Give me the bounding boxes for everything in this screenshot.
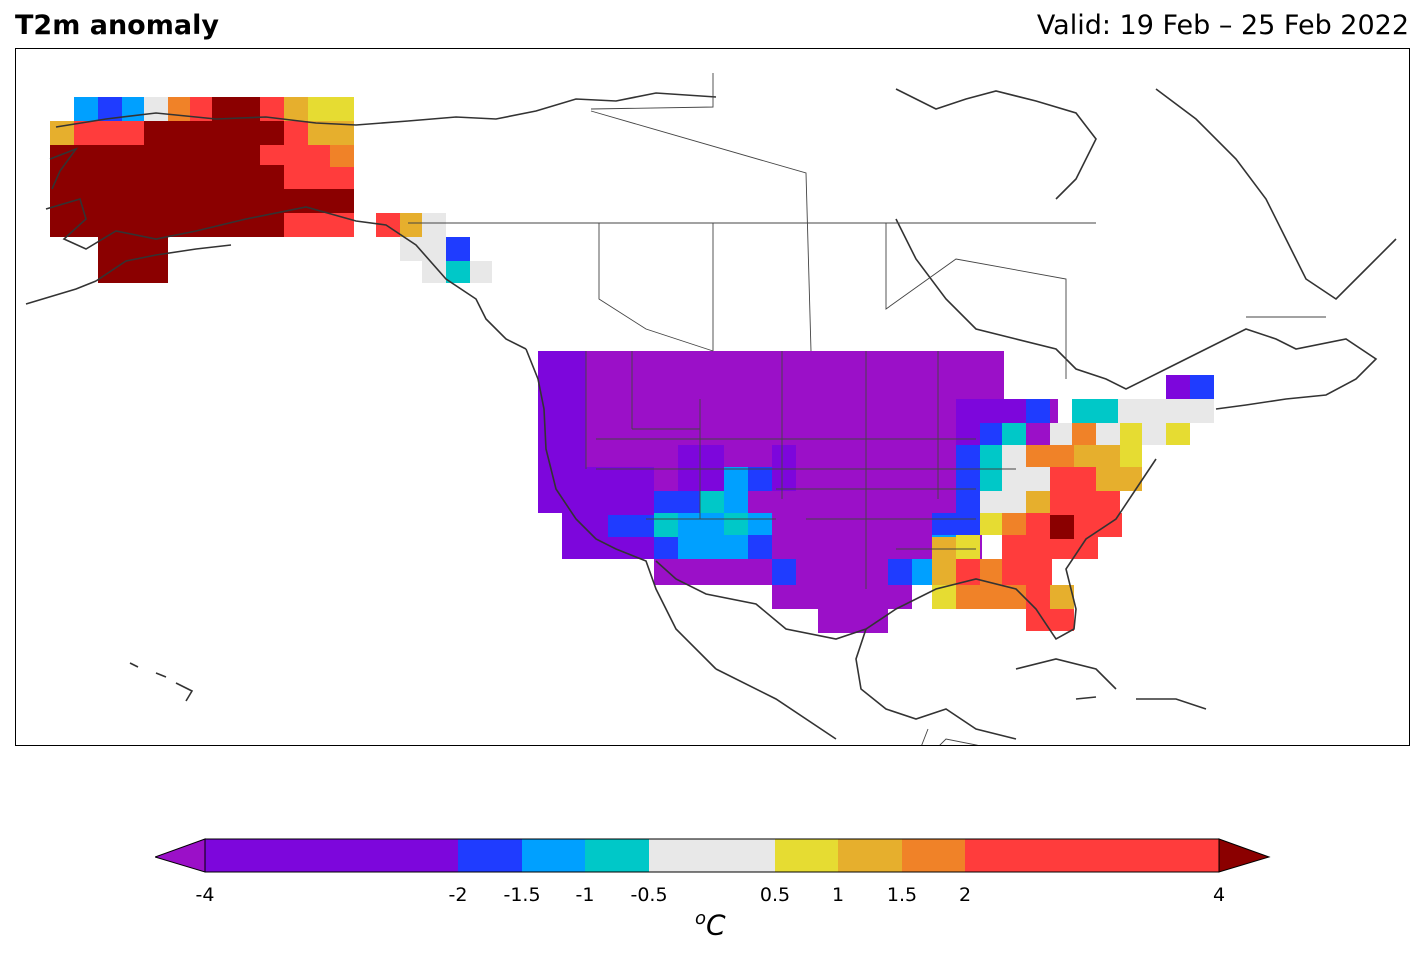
- colorbar-segment-minus2-minus1.5: [458, 839, 522, 872]
- colorbar-segment-1.5-2: [902, 839, 965, 872]
- colorbar-segment-0.5-1: [775, 839, 838, 872]
- unit-letter: C: [706, 908, 726, 942]
- colorbar-tick-label: -1.5: [503, 884, 541, 906]
- colorbar-unit: oC: [695, 908, 726, 941]
- colorbar-tick-label: -1: [575, 884, 595, 906]
- map-title: T2m anomaly: [15, 10, 219, 41]
- colorbar-tick-label: -0.5: [630, 884, 668, 906]
- colorbar-over-arrow: [1218, 838, 1271, 873]
- colorbar-tick-label: 4: [1212, 884, 1226, 906]
- anomaly-cells: [50, 97, 1214, 633]
- political-borders: [408, 73, 1326, 745]
- colorbar-tick-label: 1: [831, 884, 845, 906]
- colorbar-under-arrow: [153, 838, 206, 873]
- colorbar-segment-2-4: [965, 839, 1219, 872]
- colorbar-tick-label: 0.5: [759, 884, 791, 906]
- colorbar-tick-label: 1.5: [886, 884, 918, 906]
- colorbar-segment-1-1.5: [838, 839, 902, 872]
- colorbar-tick-label: 2: [958, 884, 972, 906]
- map-canvas: [25, 73, 1397, 745]
- colorbar-segment-minus1.5-minus1: [522, 839, 585, 872]
- anomaly-map[interactable]: [15, 48, 1410, 746]
- colorbar: [153, 838, 1275, 882]
- coastlines: [25, 88, 1397, 740]
- colorbar-segment-lt-minus2: [205, 839, 458, 872]
- valid-date-range: Valid: 19 Feb – 25 Feb 2022: [1036, 10, 1409, 41]
- colorbar-segment-minus1-minus0.5: [585, 839, 649, 872]
- colorbar-graphic: [153, 838, 1271, 873]
- unit-degree: o: [695, 908, 707, 929]
- colorbar-tick-label: -4: [195, 884, 215, 906]
- colorbar-segment-minus0.5-0.5: [649, 839, 775, 872]
- colorbar-tick-label: -2: [448, 884, 468, 906]
